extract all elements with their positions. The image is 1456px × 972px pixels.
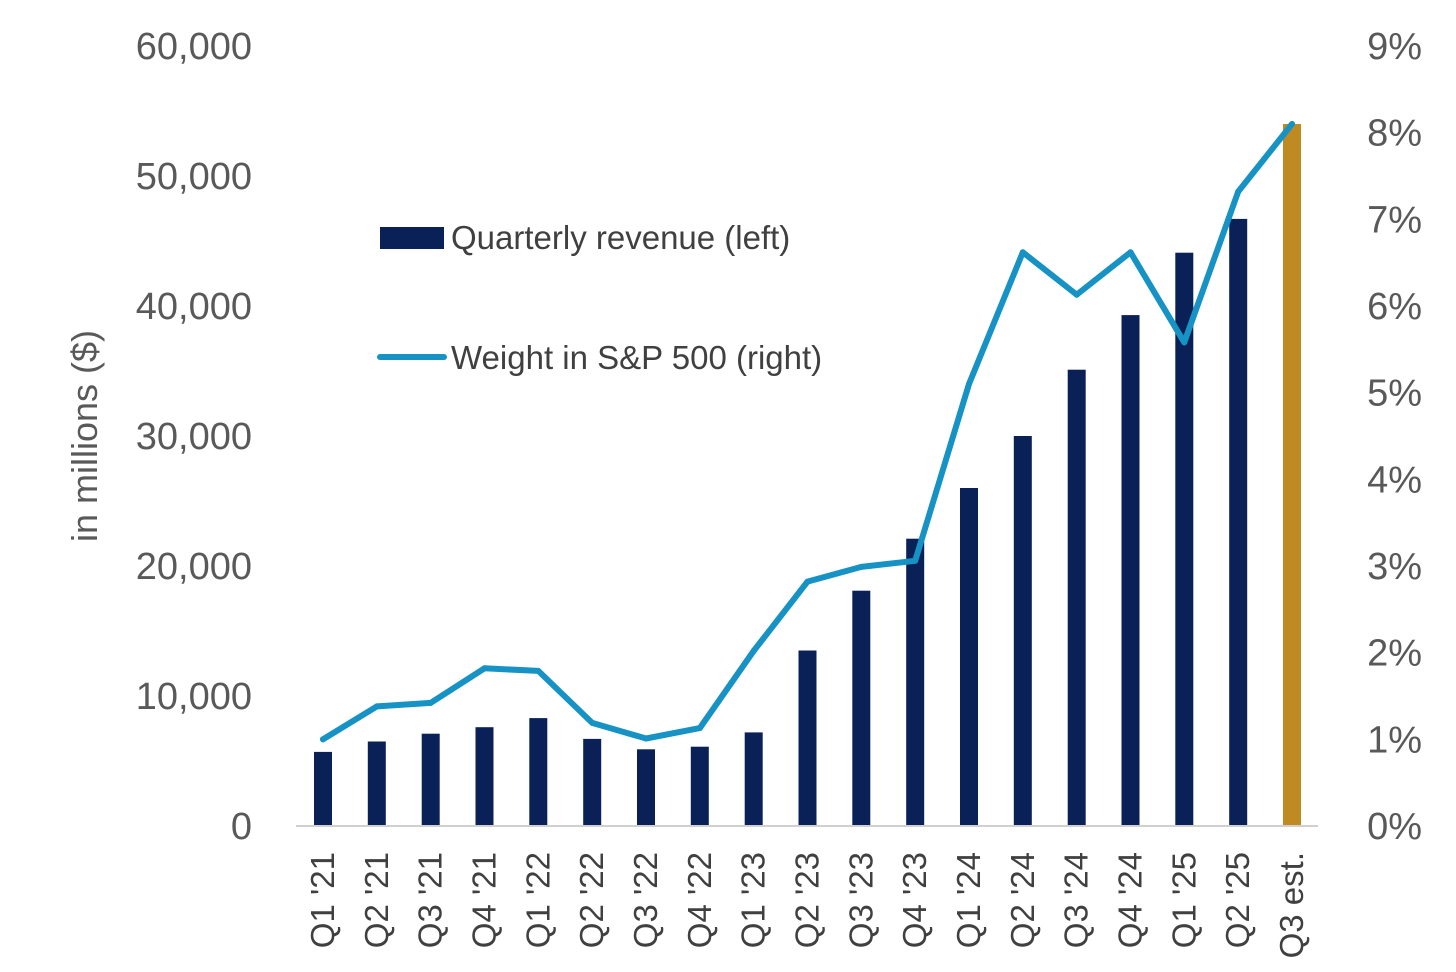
- bar-17: [1229, 218, 1248, 826]
- bars-layer: [314, 124, 1301, 826]
- y2-tick-7: 7%: [1367, 199, 1422, 241]
- bar-16: [1175, 252, 1194, 826]
- bar-14: [1067, 369, 1086, 826]
- y-axis-title: in millions ($): [64, 330, 105, 542]
- y-tick-2: 20,000: [136, 546, 252, 588]
- bar-3: [475, 727, 494, 826]
- y2-tick-9: 9%: [1367, 26, 1422, 68]
- weight-point-11: [912, 557, 919, 564]
- weight-series-line: [320, 121, 1295, 743]
- y2-tick-5: 5%: [1367, 373, 1422, 415]
- bar-8: [744, 732, 763, 826]
- line-layer: [320, 121, 1295, 743]
- weight-point-13: [1019, 249, 1026, 256]
- weight-point-3: [481, 665, 488, 672]
- legend-swatch-bar: [380, 227, 444, 249]
- weight-point-10: [858, 563, 865, 570]
- weight-point-15: [1127, 249, 1134, 256]
- y-tick-4: 40,000: [136, 286, 252, 328]
- bar-1: [367, 741, 386, 826]
- bar-7: [690, 746, 709, 826]
- y2-tick-6: 6%: [1367, 286, 1422, 328]
- x-tick-4: Q1 '22: [519, 852, 556, 948]
- y2-axis-ticks: 0% 1% 2% 3% 4% 5% 6% 7% 8% 9%: [1367, 26, 1422, 848]
- y2-tick-1: 1%: [1367, 719, 1422, 761]
- bar-2: [421, 733, 440, 826]
- x-tick-8: Q1 '23: [735, 852, 772, 948]
- x-axis-ticks: Q1 '21 Q2 '21 Q3 '21 Q4 '21 Q1 '22 Q2 '22 Q3 '…: [304, 852, 1310, 958]
- y2-tick-0: 0%: [1367, 806, 1422, 848]
- bar-18: [1283, 124, 1301, 826]
- weight-point-4: [535, 667, 542, 674]
- y-tick-6: 60,000: [136, 26, 252, 68]
- x-tick-13: Q2 '24: [1004, 852, 1041, 948]
- y2-tick-3: 3%: [1367, 546, 1422, 588]
- legend: Quarterly revenue (left) Weight in S&P 5…: [377, 219, 822, 376]
- bar-4: [529, 718, 548, 826]
- x-tick-15: Q4 '24: [1112, 852, 1149, 948]
- y2-tick-8: 8%: [1367, 113, 1422, 155]
- y-tick-1: 10,000: [136, 676, 252, 718]
- x-tick-6: Q3 '22: [627, 852, 664, 948]
- x-tick-12: Q1 '24: [950, 852, 987, 948]
- bar-15: [1121, 315, 1140, 826]
- y-axis-ticks: 0 10,000 20,000 30,000 40,000 50,000 60,000: [136, 26, 252, 848]
- x-tick-5: Q2 '22: [573, 852, 610, 948]
- x-tick-1: Q2 '21: [358, 852, 395, 948]
- bar-6: [637, 749, 655, 826]
- weight-point-8: [750, 647, 757, 654]
- weight-point-12: [966, 381, 972, 387]
- bar-10: [852, 590, 871, 826]
- weight-point-17: [1235, 188, 1242, 195]
- weight-point-5: [589, 719, 596, 726]
- bar-5: [583, 738, 602, 826]
- legend-label-revenue: Quarterly revenue (left): [451, 219, 790, 256]
- weight-point-0: [320, 736, 326, 743]
- x-tick-16: Q1 '25: [1165, 852, 1202, 948]
- legend-label-weight: Weight in S&P 500 (right): [451, 339, 822, 376]
- weight-point-16: [1181, 339, 1188, 346]
- bar-13: [1013, 436, 1032, 826]
- x-tick-7: Q4 '22: [681, 852, 718, 948]
- weight-point-2: [427, 699, 434, 706]
- bar-11: [906, 538, 925, 826]
- x-tick-10: Q3 '23: [842, 852, 879, 948]
- weight-point-1: [373, 703, 380, 710]
- x-tick-2: Q3 '21: [412, 852, 449, 948]
- weight-point-6: [643, 735, 649, 742]
- weight-point-18: [1289, 121, 1295, 127]
- bar-12: [960, 488, 978, 826]
- weight-point-14: [1073, 291, 1080, 298]
- x-tick-18: Q3 est.: [1273, 852, 1310, 958]
- x-tick-11: Q4 '23: [896, 852, 933, 948]
- x-tick-0: Q1 '21: [304, 852, 341, 948]
- bar-9: [798, 650, 817, 826]
- weight-point-9: [804, 578, 811, 585]
- y-tick-0: 0: [231, 806, 252, 848]
- bar-0: [314, 751, 332, 826]
- weight-point-7: [696, 725, 703, 732]
- y2-tick-2: 2%: [1367, 633, 1422, 675]
- y2-tick-4: 4%: [1367, 459, 1422, 501]
- y-tick-5: 50,000: [136, 156, 252, 198]
- x-tick-14: Q3 '24: [1058, 852, 1095, 948]
- x-tick-3: Q4 '21: [466, 852, 503, 948]
- y-tick-3: 30,000: [136, 416, 252, 458]
- x-tick-9: Q2 '23: [789, 852, 826, 948]
- x-tick-17: Q2 '25: [1219, 852, 1256, 948]
